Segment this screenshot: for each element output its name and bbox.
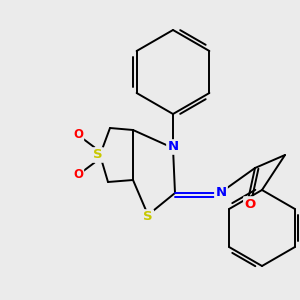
Text: O: O — [73, 128, 83, 142]
Text: N: N — [167, 140, 178, 154]
Text: S: S — [93, 148, 103, 161]
Text: O: O — [244, 197, 256, 211]
Text: N: N — [215, 187, 226, 200]
Text: S: S — [143, 211, 153, 224]
Text: O: O — [73, 169, 83, 182]
